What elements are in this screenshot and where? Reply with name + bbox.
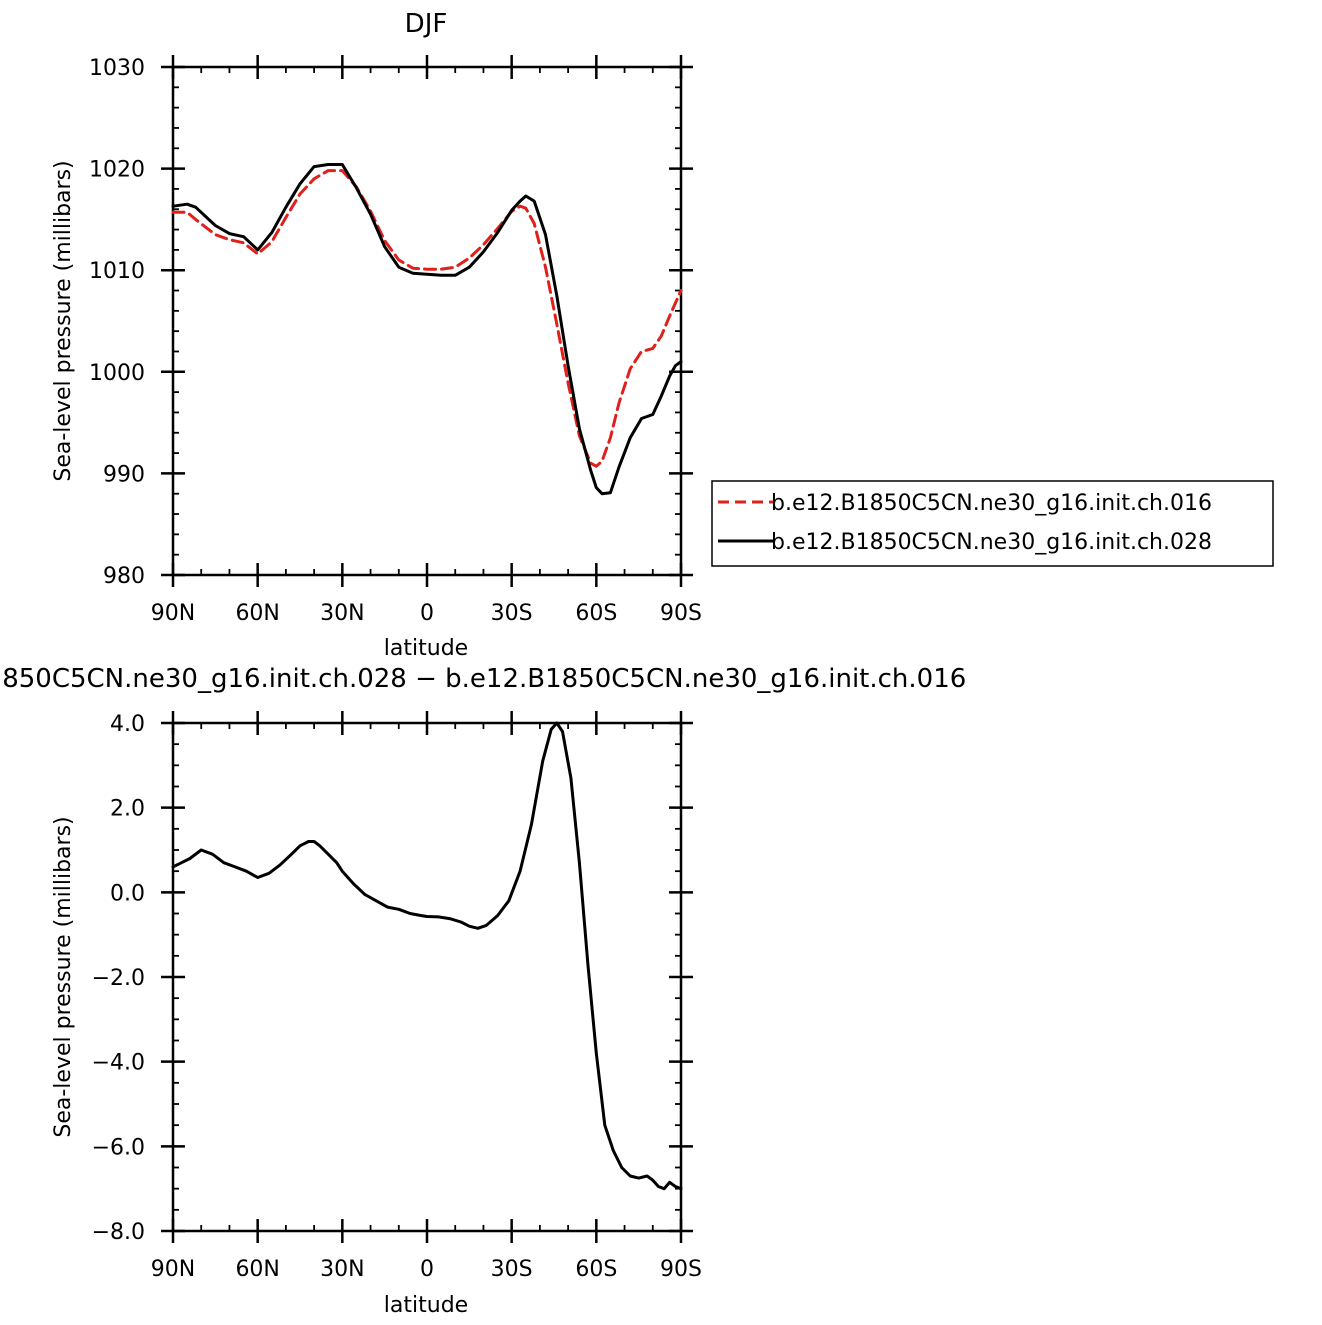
top-ticks: 90N 60N 30N 0 30S 60S 90S 1030 1020 1010 1000 990 98…: [89, 55, 702, 626]
top-x-axis-label: latitude: [384, 636, 468, 661]
top-plot-frame: [171, 65, 683, 577]
bottom-x-tick-label: 30S: [491, 1257, 533, 1282]
top-lines: [171, 163, 683, 496]
bottom-chart-title: b.e12.B1850C5CN.ne30_g16.init.ch.028 − b…: [0, 664, 966, 694]
bottom-y-tick-label: −4.0: [92, 1051, 145, 1076]
bottom-plot-frame: [171, 721, 683, 1233]
legend-box: [711, 480, 1274, 567]
top-y-tick-label: 980: [103, 564, 145, 589]
top-y-axis-label: Sea-level pressure (millibars): [51, 160, 76, 481]
top-series-line-1: [171, 163, 683, 496]
top-x-tick-label: 60S: [575, 601, 617, 626]
top-panel: DJF 90N 60N 30N 0 30S 60S 90S10301020101010009…: [51, 9, 702, 661]
bottom-y-axis-label: Sea-level pressure (millibars): [51, 816, 76, 1137]
legend-label-016: b.e12.B1850C5CN.ne30_g16.init.ch.016: [771, 491, 1212, 516]
bottom-x-axis-label: latitude: [384, 1293, 468, 1318]
legend: b.e12.B1850C5CN.ne30_g16.init.ch.016 b.e…: [711, 480, 1274, 567]
bottom-y-tick-label: 2.0: [110, 797, 145, 822]
bottom-lines: [171, 721, 683, 1191]
legend-label-028: b.e12.B1850C5CN.ne30_g16.init.ch.028: [771, 530, 1212, 555]
top-y-tick-label: 990: [103, 462, 145, 487]
top-y-tick-label: 1020: [89, 158, 145, 183]
bottom-x-tick-label: 90N: [151, 1257, 195, 1282]
top-series-line-0: [171, 169, 683, 468]
top-y-tick-label: 1000: [89, 361, 145, 386]
bottom-x-tick-label: 30N: [320, 1257, 364, 1282]
bottom-y-tick-label: 4.0: [110, 712, 145, 737]
bottom-x-tick-label: 60S: [575, 1257, 617, 1282]
bottom-x-tick-label: 90S: [660, 1257, 702, 1282]
top-x-tick-label: 90N: [151, 601, 195, 626]
bottom-y-tick-label: −6.0: [92, 1135, 145, 1160]
top-y-tick-label: 1030: [89, 56, 145, 81]
top-x-tick-label: 60N: [235, 601, 279, 626]
bottom-series-line-0: [171, 721, 683, 1191]
top-x-tick-label: 90S: [660, 601, 702, 626]
top-x-tick-label: 30S: [491, 601, 533, 626]
bottom-ticks: 90N 60N 30N 0 30S 60S 90S 4.0 2.0 0.0 −2.0 −4.0 −6.0…: [92, 711, 702, 1282]
bottom-y-tick-label: −8.0: [92, 1220, 145, 1245]
top-y-tick-label: 1010: [89, 259, 145, 284]
bottom-y-tick-label: −2.0: [92, 966, 145, 991]
bottom-panel: b.e12.B1850C5CN.ne30_g16.init.ch.028 − b…: [0, 664, 966, 1318]
top-x-tick-label: 30N: [320, 601, 364, 626]
top-chart-title: DJF: [405, 9, 448, 39]
top-x-tick-label: 0: [420, 601, 434, 626]
bottom-y-tick-label: 0.0: [110, 881, 145, 906]
bottom-x-tick-label: 0: [420, 1257, 434, 1282]
bottom-x-tick-label: 60N: [235, 1257, 279, 1282]
